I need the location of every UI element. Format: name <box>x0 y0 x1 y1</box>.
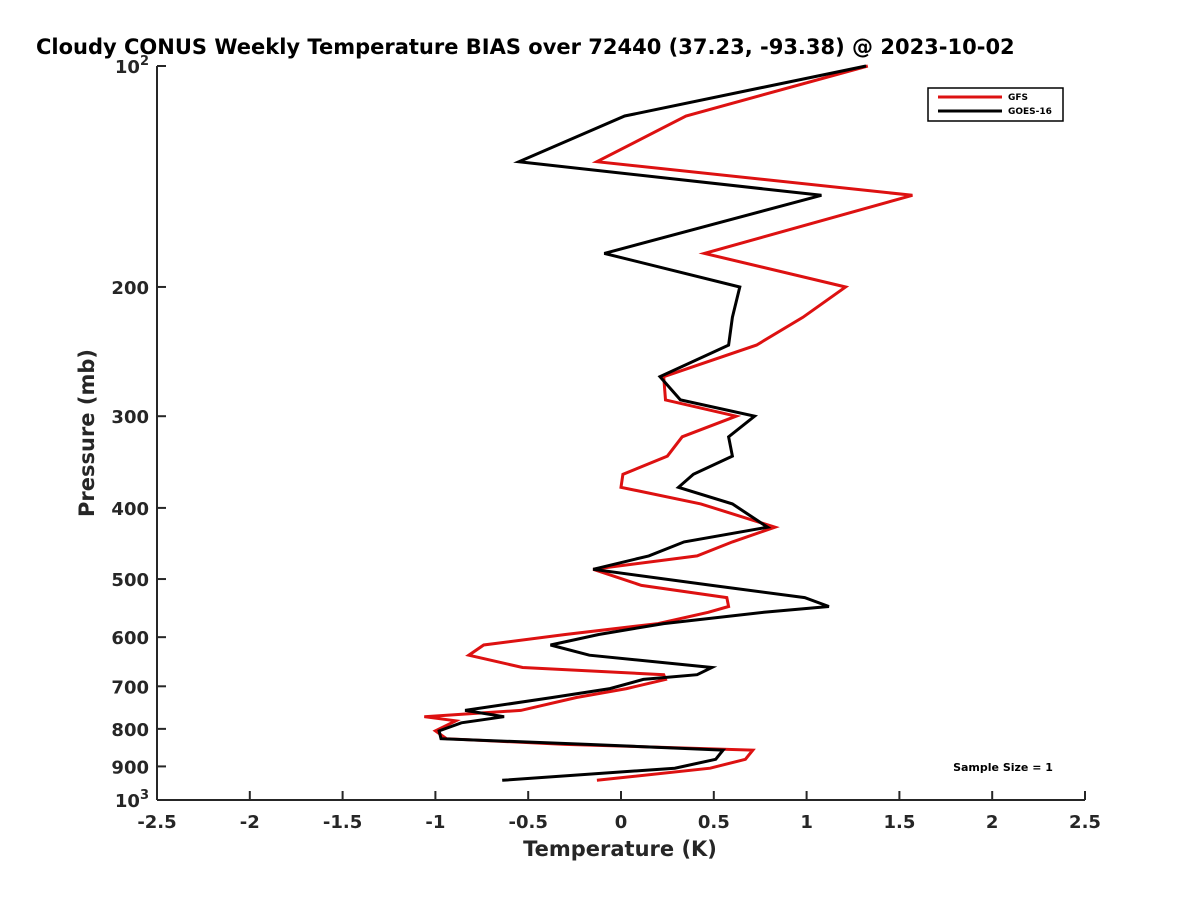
legend-label: GFS <box>1008 93 1028 103</box>
y-tick-label: 700 <box>111 677 149 698</box>
plot-area: -2.5 -2 -1.5 -1 -0.5 0 0.5 1 1.5 2 2.5 102 200 300 400… <box>111 54 1101 833</box>
y-tick-label: 800 <box>111 720 149 741</box>
x-tick-label: -2.5 <box>137 812 176 833</box>
x-tick-label: -2 <box>240 812 260 833</box>
y-tick-label: 103 <box>115 788 149 812</box>
chart-title: Cloudy CONUS Weekly Temperature BIAS ove… <box>36 35 1015 59</box>
legend: GFS GOES-16 <box>927 87 1064 122</box>
y-tick-label: 500 <box>111 570 149 591</box>
series-line-gfs <box>424 64 913 782</box>
y-axis-label: Pressure (mb) <box>75 349 99 517</box>
legend-label: GOES-16 <box>1008 107 1052 117</box>
series-line-goes-16 <box>437 64 867 782</box>
x-tick-label: -1 <box>425 812 445 833</box>
x-tick-label: 0.5 <box>698 812 730 833</box>
x-tick-label: 1.5 <box>883 812 915 833</box>
x-axis-label: Temperature (K) <box>523 837 717 861</box>
y-tick-label: 300 <box>111 407 149 428</box>
y-tick-label: 900 <box>111 757 149 778</box>
legend-box <box>927 87 1064 122</box>
y-tick-label: 600 <box>111 628 149 649</box>
x-tick-label: 0 <box>615 812 628 833</box>
x-tick-label: 2 <box>986 812 999 833</box>
x-tick-label: -0.5 <box>509 812 548 833</box>
sample-size-annotation: Sample Size = 1 <box>953 761 1053 774</box>
x-tick-label: 2.5 <box>1069 812 1101 833</box>
y-tick-label: 102 <box>115 54 149 78</box>
y-tick-label: 200 <box>111 278 149 299</box>
x-tick-label: -1.5 <box>323 812 362 833</box>
y-tick-label: 400 <box>111 499 149 520</box>
x-tick-label: 1 <box>800 812 813 833</box>
